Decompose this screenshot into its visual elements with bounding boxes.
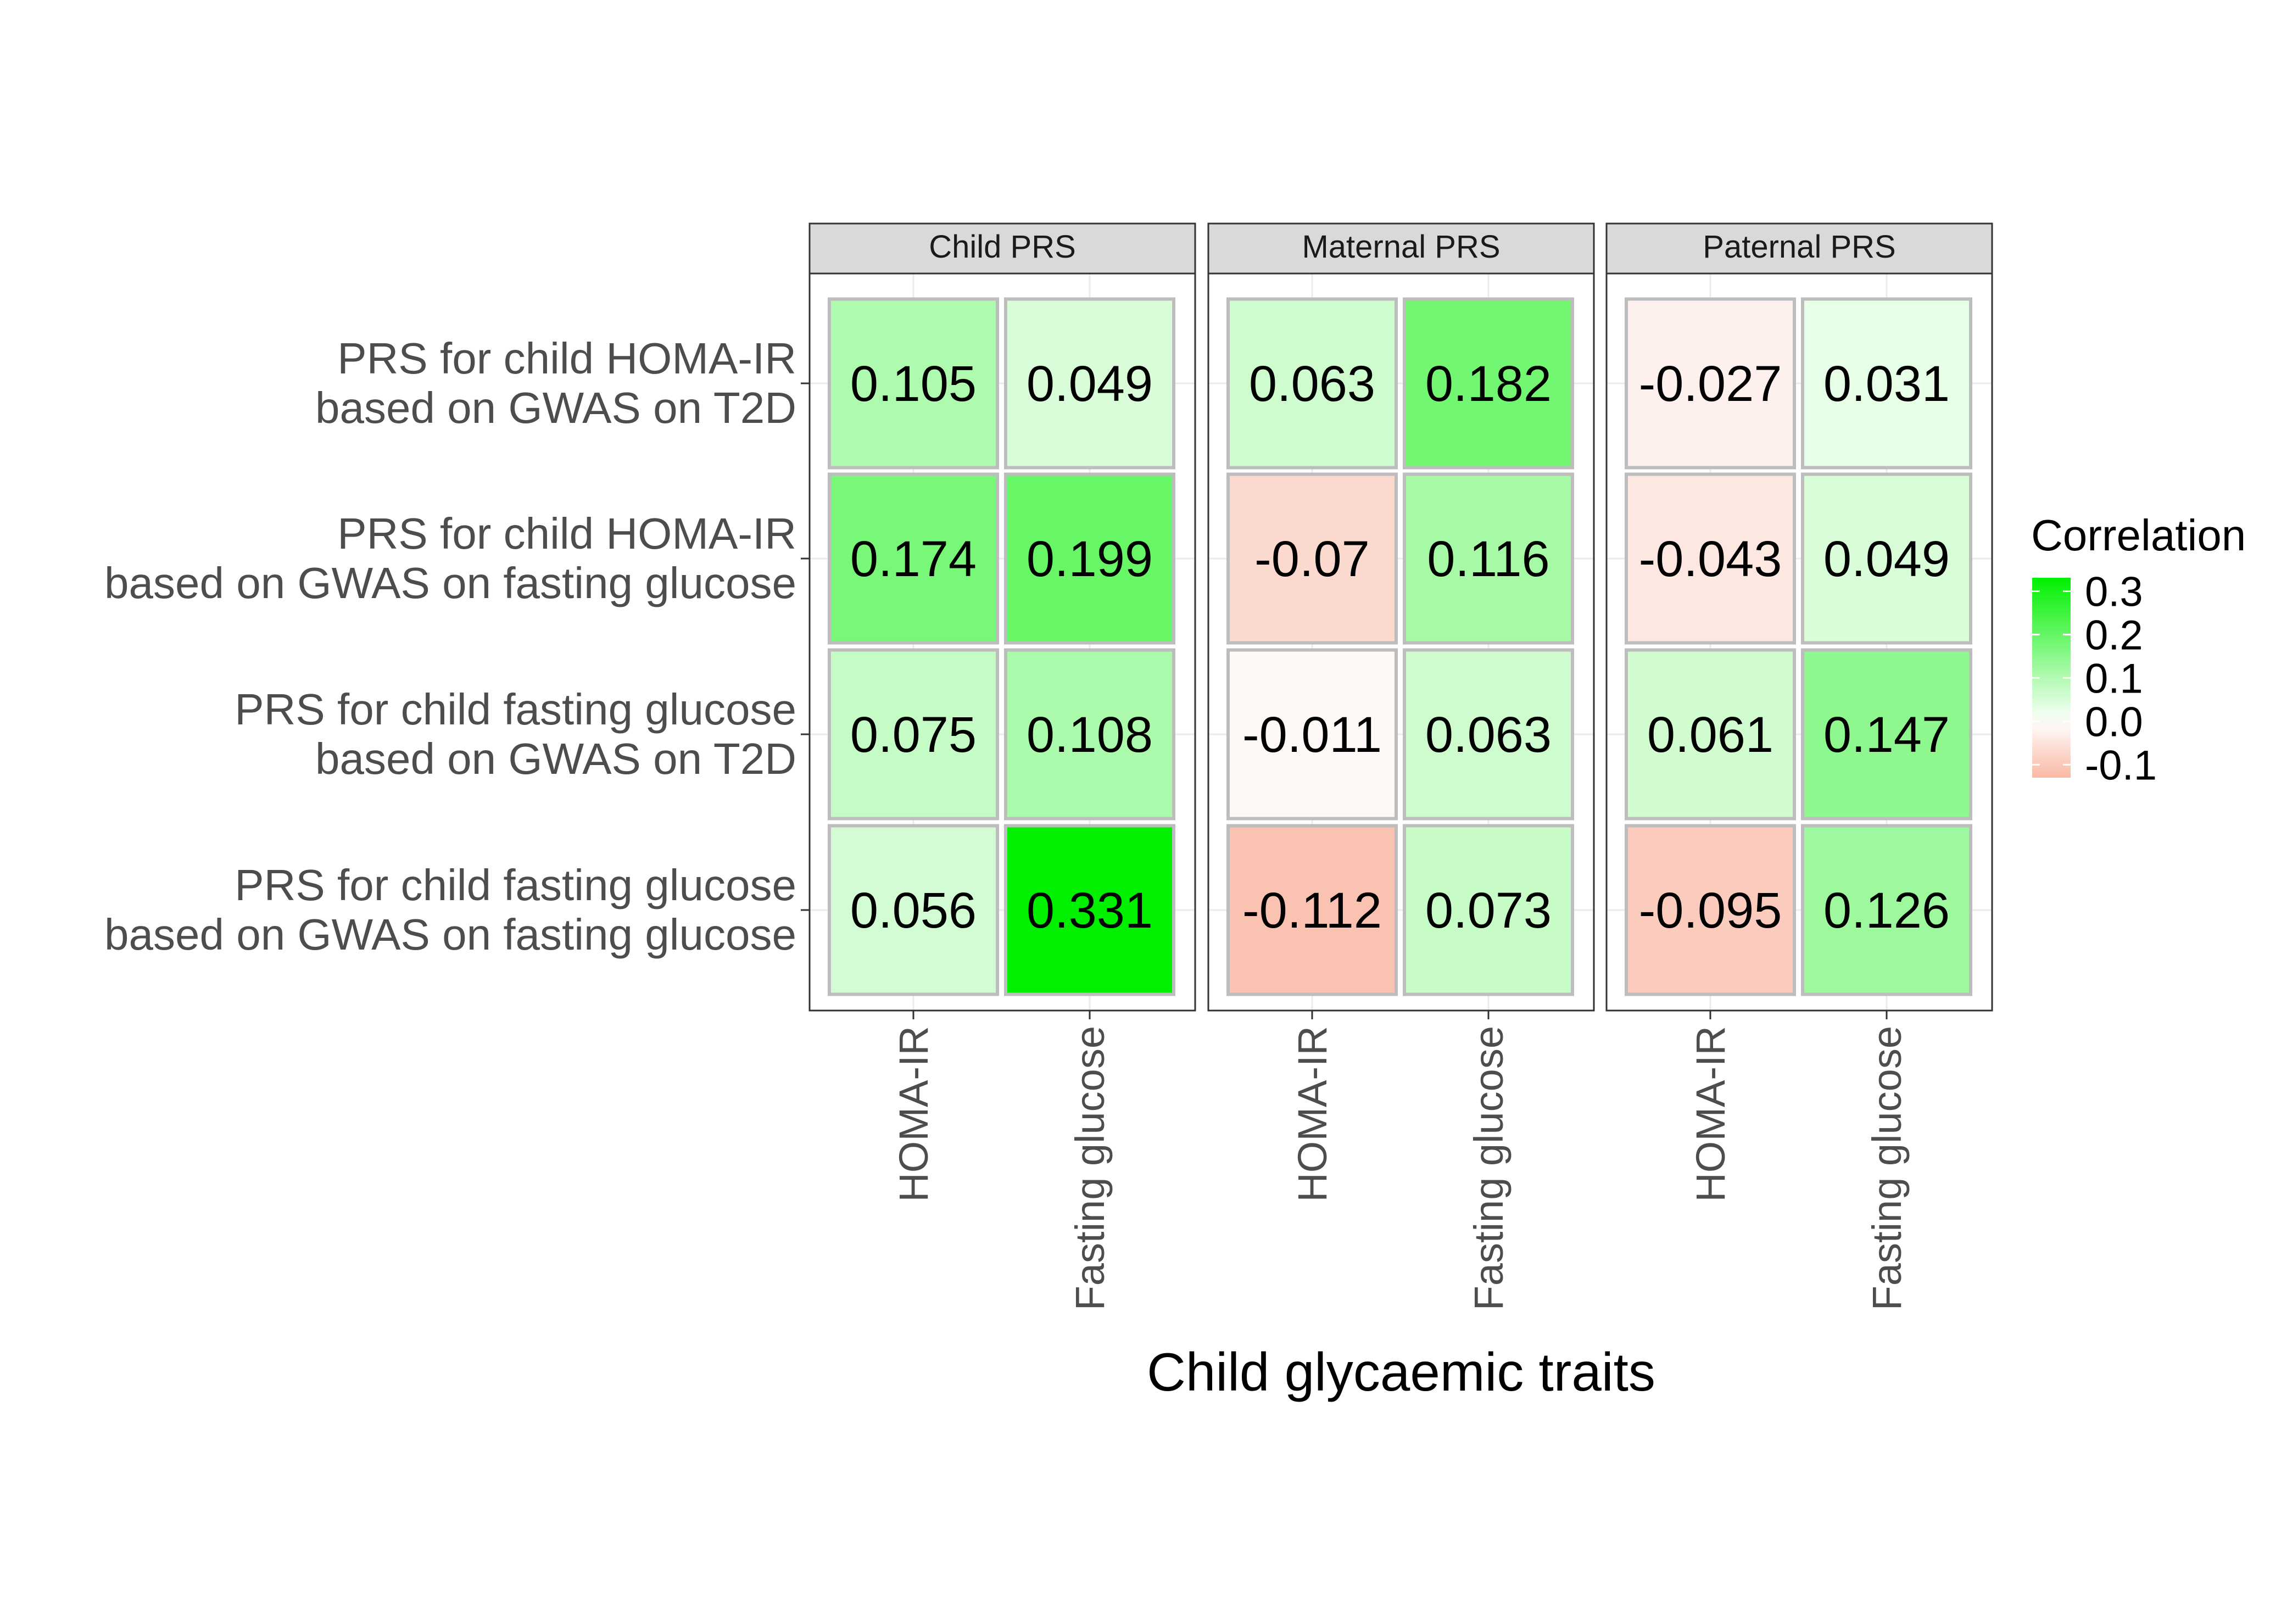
- y-tick-label-line2: based on GWAS on T2D: [315, 734, 796, 783]
- heatmap-cell: [1403, 472, 1574, 645]
- cell-value-label: 0.199: [1027, 531, 1153, 587]
- heatmap-cell: [1004, 472, 1175, 645]
- legend-tick-label: -0.1: [2085, 742, 2157, 789]
- cell-value-label: 0.075: [850, 707, 977, 763]
- cell-value-label: -0.027: [1639, 356, 1782, 412]
- y-tick-label-line1: PRS for child HOMA-IR: [337, 509, 796, 558]
- cell-value-label: -0.011: [1242, 707, 1382, 763]
- heatmap-cell: [828, 472, 999, 645]
- legend-tick-label: 0.0: [2085, 699, 2143, 745]
- heatmap-cell: [1226, 472, 1398, 645]
- legend-title: Correlation: [2031, 511, 2246, 560]
- heatmap-cell: [1403, 648, 1574, 821]
- panel-border: [1605, 272, 1993, 1012]
- heatmap-cell: [1403, 824, 1574, 996]
- y-tick-label-line2: based on GWAS on fasting glucose: [104, 559, 796, 607]
- cell-value-label: 0.182: [1425, 356, 1552, 412]
- cell-value-label: 0.174: [850, 531, 977, 587]
- y-tick-label-line1: PRS for child fasting glucose: [235, 685, 796, 734]
- y-tick-label-line2: based on GWAS on fasting glucose: [104, 910, 796, 959]
- cell-value-label: 0.073: [1425, 883, 1552, 939]
- heatmap-cell: [1403, 297, 1574, 470]
- cell-value-label: 0.049: [1027, 356, 1153, 412]
- heatmap-cell: [828, 297, 999, 470]
- heatmap-cell: [1004, 297, 1175, 470]
- cell-value-label: 0.061: [1647, 707, 1773, 763]
- heatmap-cell: [1226, 648, 1398, 821]
- cell-value-label: 0.063: [1425, 707, 1552, 763]
- x-tick-label: HOMA-IR: [891, 1026, 936, 1202]
- heatmap-cell: [1004, 824, 1175, 996]
- facet-label: Paternal PRS: [1703, 229, 1895, 265]
- facet-strip: [1207, 222, 1595, 275]
- cell-value-label: 0.105: [850, 356, 977, 412]
- heatmap-cell: [1226, 824, 1398, 996]
- cell-value-label: 0.147: [1823, 707, 1950, 763]
- heatmap-cell: [1226, 297, 1398, 470]
- x-tick-label: Fasting glucose: [1466, 1026, 1512, 1310]
- heatmap-cell: [1625, 297, 1796, 470]
- cell-value-label: 0.056: [850, 883, 977, 939]
- heatmap-cell: [1801, 297, 1972, 470]
- heatmap-cell: [1625, 648, 1796, 821]
- x-tick-label: Fasting glucose: [1864, 1026, 1910, 1310]
- facet-strip: [1605, 222, 1993, 275]
- heatmap-cell: [1625, 824, 1796, 996]
- heatmap-cell: [1801, 648, 1972, 821]
- legend-tick-label: 0.2: [2085, 612, 2143, 658]
- x-tick-label: HOMA-IR: [1688, 1026, 1733, 1202]
- cell-value-label: -0.07: [1254, 531, 1370, 587]
- legend-tick-label: 0.1: [2085, 655, 2143, 702]
- x-tick-label: HOMA-IR: [1290, 1026, 1335, 1202]
- cell-value-label: -0.095: [1639, 883, 1782, 939]
- facet-strip: [808, 222, 1196, 275]
- facet-label: Maternal PRS: [1302, 229, 1500, 265]
- y-tick-label-line1: PRS for child HOMA-IR: [337, 334, 796, 383]
- panel-border: [808, 272, 1196, 1012]
- heatmap-cell: [828, 824, 999, 996]
- cell-value-label: -0.112: [1242, 883, 1382, 939]
- legend-tick-label: 0.3: [2085, 568, 2143, 615]
- facet-label: Child PRS: [929, 229, 1076, 265]
- heatmap-cell: [828, 648, 999, 821]
- cell-value-label: 0.063: [1249, 356, 1375, 412]
- x-axis-title: Child glycaemic traits: [1147, 1342, 1655, 1402]
- cell-value-label: 0.108: [1027, 707, 1153, 763]
- cell-value-label: 0.126: [1823, 883, 1950, 939]
- heatmap-cell: [1801, 824, 1972, 996]
- y-tick-label-line2: based on GWAS on T2D: [315, 383, 796, 432]
- heatmap-cell: [1004, 648, 1175, 821]
- y-tick-label-line1: PRS for child fasting glucose: [235, 861, 796, 909]
- cell-value-label: 0.031: [1823, 356, 1950, 412]
- cell-value-label: -0.043: [1639, 531, 1782, 587]
- heatmap-cell: [1801, 472, 1972, 645]
- x-tick-label: Fasting glucose: [1067, 1026, 1113, 1310]
- panel-border: [1207, 272, 1595, 1012]
- cell-value-label: 0.331: [1027, 883, 1153, 939]
- cell-value-label: 0.049: [1823, 531, 1950, 587]
- heatmap-cell: [1625, 472, 1796, 645]
- cell-value-label: 0.116: [1427, 531, 1549, 587]
